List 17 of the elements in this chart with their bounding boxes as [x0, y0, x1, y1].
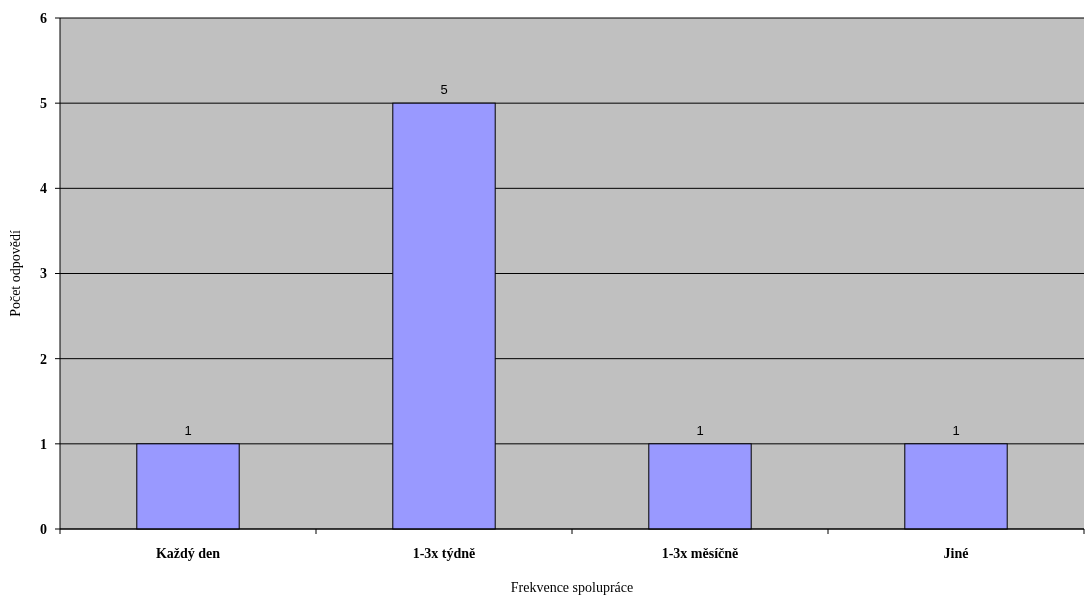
data-label: 1 — [952, 422, 960, 438]
data-label: 1 — [184, 422, 192, 438]
y-tick-label: 3 — [40, 266, 47, 282]
y-tick-label: 0 — [40, 521, 47, 537]
data-label: 1 — [696, 422, 704, 438]
x-tick-label: 1-3x měsíčně — [661, 546, 739, 561]
x-tick-label: Jiné — [943, 546, 969, 561]
x-axis-title: Frekvence spolupráce — [510, 580, 634, 595]
y-axis-title: Počet odpovědí — [8, 230, 23, 317]
x-tick-label: Každý den — [155, 546, 221, 561]
y-tick-label: 2 — [40, 351, 47, 367]
data-label: 5 — [440, 82, 448, 98]
y-tick-label: 5 — [40, 96, 47, 112]
y-tick-label: 1 — [40, 436, 47, 452]
x-tick-label: 1-3x týdně — [412, 546, 476, 561]
y-tick-label: 4 — [40, 181, 47, 197]
y-tick-label: 6 — [40, 10, 47, 26]
